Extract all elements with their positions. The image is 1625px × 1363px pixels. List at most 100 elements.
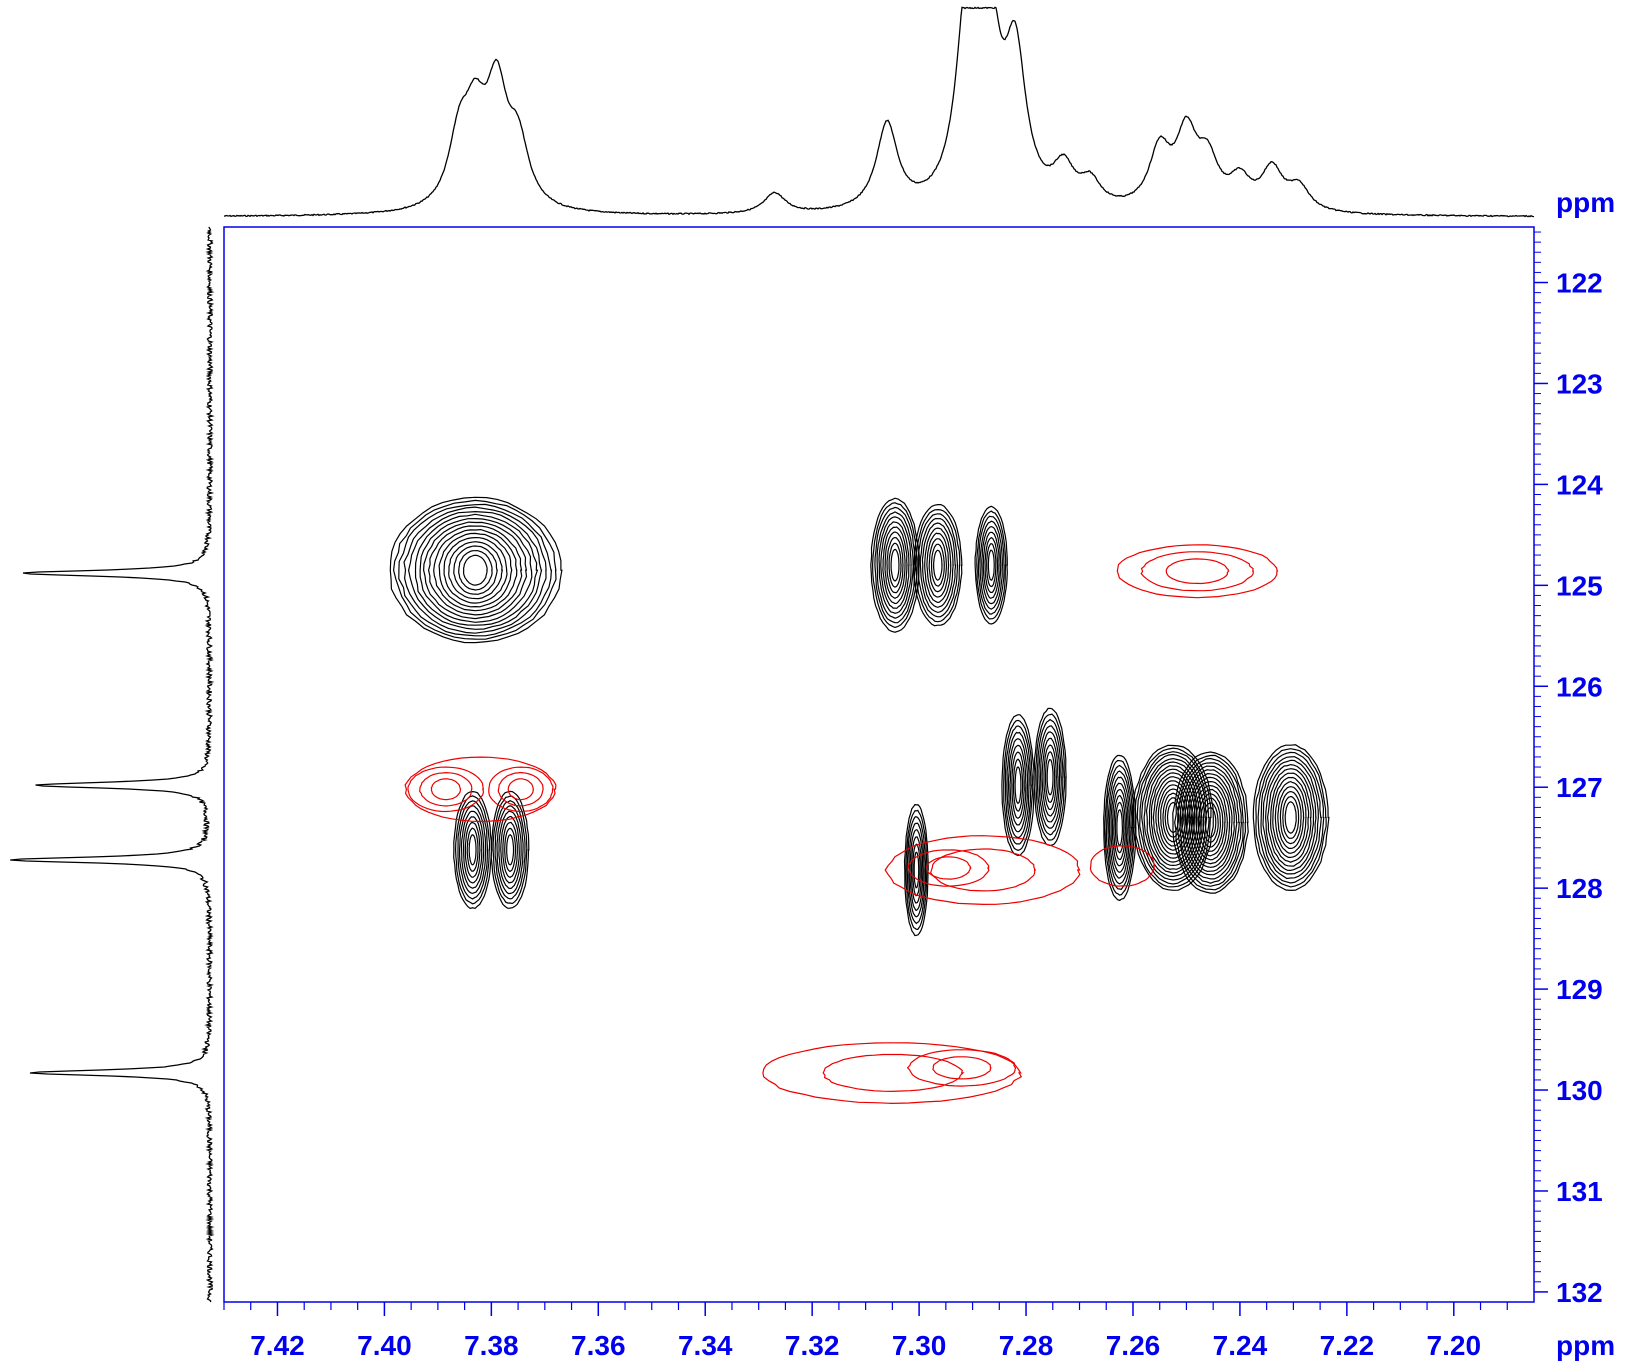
positive-contour bbox=[1116, 809, 1123, 846]
positive-contour bbox=[880, 521, 910, 609]
positive-contour bbox=[1012, 758, 1024, 812]
negative-contour bbox=[430, 778, 462, 801]
positive-contour bbox=[463, 816, 483, 884]
positive-contour bbox=[407, 510, 543, 630]
negative-contour bbox=[407, 766, 485, 813]
x-tick-label: 7.30 bbox=[892, 1330, 947, 1361]
positive-contour bbox=[1046, 758, 1054, 796]
positive-contour bbox=[981, 525, 1002, 605]
positive-contour bbox=[398, 503, 553, 637]
positive-contour bbox=[1279, 790, 1302, 845]
x-tick-label: 7.32 bbox=[785, 1330, 840, 1361]
positive-contour bbox=[1255, 748, 1327, 888]
top-projection-unit-label: ppm bbox=[1556, 187, 1615, 218]
positive-contour bbox=[974, 505, 1008, 625]
x-tick-label: 7.26 bbox=[1106, 1330, 1161, 1361]
positive-contour bbox=[1204, 807, 1217, 839]
positive-contour bbox=[987, 549, 995, 581]
y-tick-label: 122 bbox=[1556, 268, 1603, 299]
positive-contour bbox=[1110, 782, 1129, 873]
negative-contour bbox=[497, 771, 544, 807]
positive-contour bbox=[459, 805, 487, 895]
positive-contour bbox=[1260, 756, 1322, 880]
positive-contour bbox=[457, 800, 489, 900]
positive-contour bbox=[977, 515, 1005, 615]
x-tick-label: 7.24 bbox=[1213, 1330, 1268, 1361]
positive-contour bbox=[1199, 797, 1222, 848]
positive-contour bbox=[1034, 713, 1066, 841]
positive-contour bbox=[458, 549, 493, 591]
positive-contour bbox=[468, 834, 477, 866]
positive-contour bbox=[888, 542, 902, 588]
positive-contour bbox=[389, 496, 563, 644]
negative-contour bbox=[1116, 544, 1279, 599]
y-tick-label: 129 bbox=[1556, 974, 1603, 1005]
positive-contour bbox=[1257, 751, 1325, 884]
f2-projection-trace bbox=[223, 6, 1535, 218]
y-tick-label: 123 bbox=[1556, 368, 1603, 399]
positive-contour bbox=[1264, 763, 1317, 872]
positive-contour bbox=[1103, 754, 1137, 902]
positive-contour bbox=[1192, 784, 1228, 861]
positive-contour bbox=[1001, 714, 1035, 857]
positive-contour bbox=[890, 548, 900, 582]
positive-contour bbox=[496, 805, 524, 895]
positive-contour bbox=[1282, 795, 1300, 840]
positive-contour bbox=[1185, 772, 1235, 873]
negative-contour bbox=[926, 856, 972, 880]
x-tick-label: 7.22 bbox=[1320, 1330, 1375, 1361]
positive-contour bbox=[1132, 744, 1214, 891]
f1-projection-line bbox=[10, 226, 215, 1303]
positive-contour bbox=[1148, 768, 1198, 867]
positive-contour bbox=[464, 821, 481, 878]
plot-frame bbox=[223, 226, 1535, 1303]
negative-contour bbox=[930, 848, 1037, 892]
y-tick-label: 131 bbox=[1556, 1176, 1603, 1207]
contour-area bbox=[389, 496, 1330, 1105]
positive-contour bbox=[928, 538, 948, 593]
positive-contour bbox=[1014, 766, 1022, 805]
x-tick-label: 7.40 bbox=[357, 1330, 412, 1361]
positive-contour bbox=[913, 504, 963, 627]
positive-contour bbox=[1033, 707, 1067, 847]
positive-contour bbox=[1114, 801, 1125, 854]
positive-contour bbox=[438, 532, 513, 608]
positive-contour bbox=[886, 536, 904, 594]
positive-contour bbox=[1104, 759, 1135, 896]
positive-contour bbox=[905, 809, 928, 931]
x-tick-label: 7.28 bbox=[999, 1330, 1054, 1361]
negative-contour bbox=[1165, 558, 1230, 585]
f1-projection-trace bbox=[10, 226, 215, 1303]
positive-contour bbox=[460, 810, 485, 889]
positive-contour bbox=[453, 545, 498, 595]
positive-contour bbox=[882, 526, 908, 605]
y-axis-ticks: 122 123 124 125 126 127 128 129 130 131 132 bbox=[1534, 231, 1603, 1308]
positive-contour bbox=[930, 543, 945, 587]
positive-contour bbox=[1190, 780, 1231, 865]
positive-contour bbox=[884, 531, 906, 599]
positive-contour bbox=[1007, 738, 1029, 833]
y-tick-label: 127 bbox=[1556, 772, 1603, 803]
positive-contour bbox=[466, 827, 479, 872]
positive-contour bbox=[1172, 751, 1249, 894]
negative-contour bbox=[419, 771, 473, 807]
negative-contour bbox=[762, 1042, 1023, 1105]
negative-contour bbox=[507, 778, 534, 801]
positive-contour bbox=[419, 517, 533, 623]
positive-contour bbox=[427, 525, 523, 616]
positive-contour bbox=[1045, 751, 1056, 803]
y-tick-label: 130 bbox=[1556, 1075, 1603, 1106]
positive-contour bbox=[1164, 797, 1182, 838]
positive-contour bbox=[1195, 788, 1226, 857]
positive-contour bbox=[903, 803, 929, 937]
positive-contour bbox=[917, 513, 959, 618]
positive-contour bbox=[392, 499, 557, 640]
positive-contour bbox=[443, 536, 508, 604]
negative-contour bbox=[884, 835, 1081, 906]
positive-contour bbox=[448, 541, 504, 600]
y-tick-label: 132 bbox=[1556, 1277, 1603, 1308]
positive-contour bbox=[871, 502, 918, 629]
x-tick-label: 7.20 bbox=[1427, 1330, 1482, 1361]
negative-contour bbox=[822, 1053, 965, 1093]
